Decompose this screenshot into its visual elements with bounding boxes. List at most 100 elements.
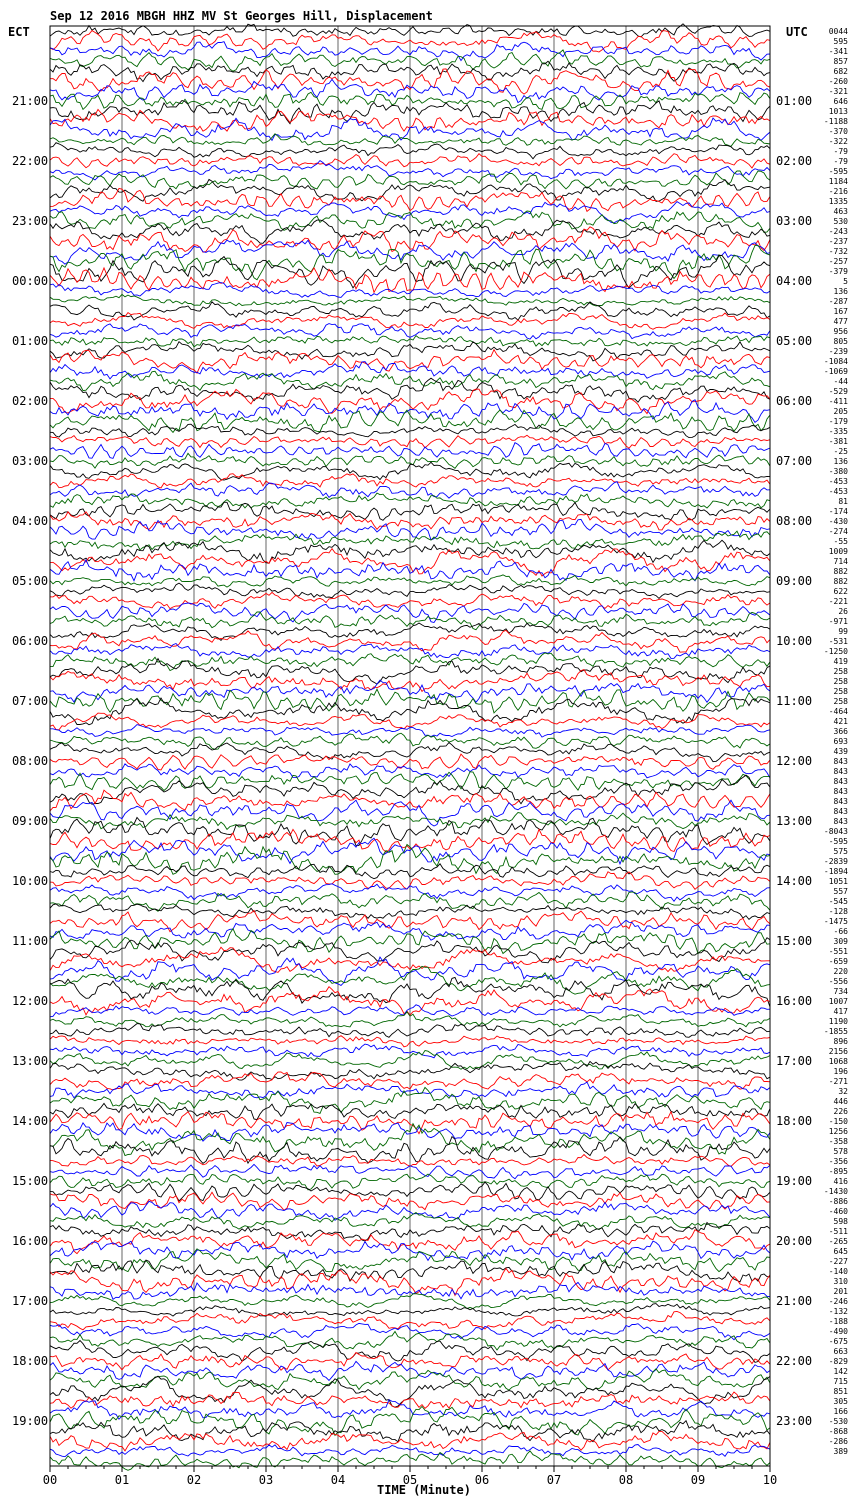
trace-scale-label: -1069 [824,367,848,376]
seismic-trace [49,91,771,111]
trace-scale-label: 419 [834,657,849,666]
seismic-trace [49,68,771,95]
seismic-trace [49,30,771,53]
trace-scale-label: -453 [829,477,848,486]
seismic-trace [49,657,771,685]
seismic-trace [49,1405,771,1437]
left-hour-label: 12:00 [12,994,48,1008]
trace-scale-label: 305 [834,1397,849,1406]
seismic-trace [49,311,771,330]
seismic-trace [49,239,771,265]
trace-scale-label: -79 [834,157,849,166]
right-hour-labels: 01:00 02:00 03:00 04:00 05:00 06:00 07:00 08:00… [776,94,812,1428]
trace-scale-label: -379 [829,267,848,276]
seismic-trace [49,837,771,866]
seismic-trace [49,946,770,973]
trace-scale-label: -1430 [824,1187,848,1196]
left-hour-label: 23:00 [12,214,48,228]
seismic-trace [50,388,771,415]
trace-scale-label: 843 [834,757,849,766]
x-tick-label: 02 [187,1473,201,1487]
seismic-trace [49,688,771,714]
seismic-trace [49,1191,771,1211]
trace-scale-label: -8043 [824,827,848,836]
seismic-trace [49,301,771,321]
left-hour-label: 18:00 [12,1354,48,1368]
trace-scale-label: -886 [829,1197,848,1206]
seismic-trace [49,473,771,489]
seismic-trace [49,1060,771,1081]
seismic-trace [49,927,771,955]
seismic-trace [49,1011,771,1028]
trace-scale-label: 693 [834,737,849,746]
trace-scale-label: -260 [829,77,848,86]
trace-scale-label: 81 [838,497,848,506]
seismic-trace [49,1212,771,1231]
seismic-trace [50,724,771,738]
trace-scale-label: -216 [829,187,848,196]
seismic-trace [49,210,771,233]
seismic-trace [49,219,771,244]
trace-scale-label: 882 [834,567,849,576]
trace-scale-label: 258 [834,687,849,696]
seismic-trace [49,1375,771,1408]
trace-scale-label: 389 [834,1447,849,1456]
trace-scale-label: 882 [834,577,849,586]
seismic-trace [49,518,771,541]
trace-scale-label: -545 [829,897,848,906]
trace-scale-label: -430 [829,517,848,526]
seismic-trace [49,986,771,1016]
trace-scale-label: -490 [829,1327,848,1336]
trace-scale-label: -179 [829,417,848,426]
seismic-trace [49,1399,771,1420]
x-axis-title: TIME (Minute) [377,1483,471,1497]
seismic-trace [49,1121,771,1142]
trace-scale-label: 714 [834,557,849,566]
left-hour-label: 06:00 [12,634,48,648]
trace-scale-label: -150 [829,1117,848,1126]
seismic-trace [49,348,771,375]
left-hour-label: 05:00 [12,574,48,588]
trace-scale-label: 1335 [829,197,848,206]
seismic-trace [49,1351,771,1371]
trace-scale-label: -188 [829,1317,848,1326]
chart-title: Sep 12 2016 MBGH HHZ MV St Georges Hill,… [50,9,433,23]
trace-scale-label: -356 [829,1157,848,1166]
trace-scale-label: -529 [829,387,848,396]
trace-scale-label: -370 [829,127,848,136]
trace-scale-label: -971 [829,617,848,626]
x-tick-label: 00 [43,1473,57,1487]
left-hour-label: 03:00 [12,454,48,468]
trace-scale-label: 622 [834,587,849,596]
seismic-trace [49,178,771,202]
x-tick-label: 03 [259,1473,273,1487]
seismic-trace [49,1310,771,1331]
seismic-trace [49,399,771,424]
trace-scale-label: -1855 [824,1027,848,1036]
seismic-trace [49,1330,771,1351]
right-hour-label: 20:00 [776,1234,812,1248]
trace-scale-label: -829 [829,1357,848,1366]
seismic-trace [49,434,771,449]
right-hour-label: 01:00 [776,94,812,108]
x-tick-label: 09 [691,1473,705,1487]
right-hour-label: 17:00 [776,1054,812,1068]
right-hour-label: 08:00 [776,514,812,528]
seismic-trace [49,153,771,169]
right-hour-label: 23:00 [776,1414,812,1428]
seismic-trace [49,334,771,348]
seismic-trace [49,812,771,831]
seismic-trace [49,377,771,403]
seismic-trace [49,142,771,160]
x-tick-label: 07 [547,1473,561,1487]
seismic-trace [49,41,771,62]
seismic-trace [49,574,771,588]
trace-scale-label: 1007 [829,997,848,1006]
trace-scale-label: 32 [838,1087,848,1096]
trace-scale-label: 851 [834,1387,849,1396]
seismic-trace [49,1110,771,1135]
trace-scale-label: 530 [834,217,849,226]
trace-scale-label: -460 [829,1207,848,1216]
seismic-trace [49,679,771,703]
